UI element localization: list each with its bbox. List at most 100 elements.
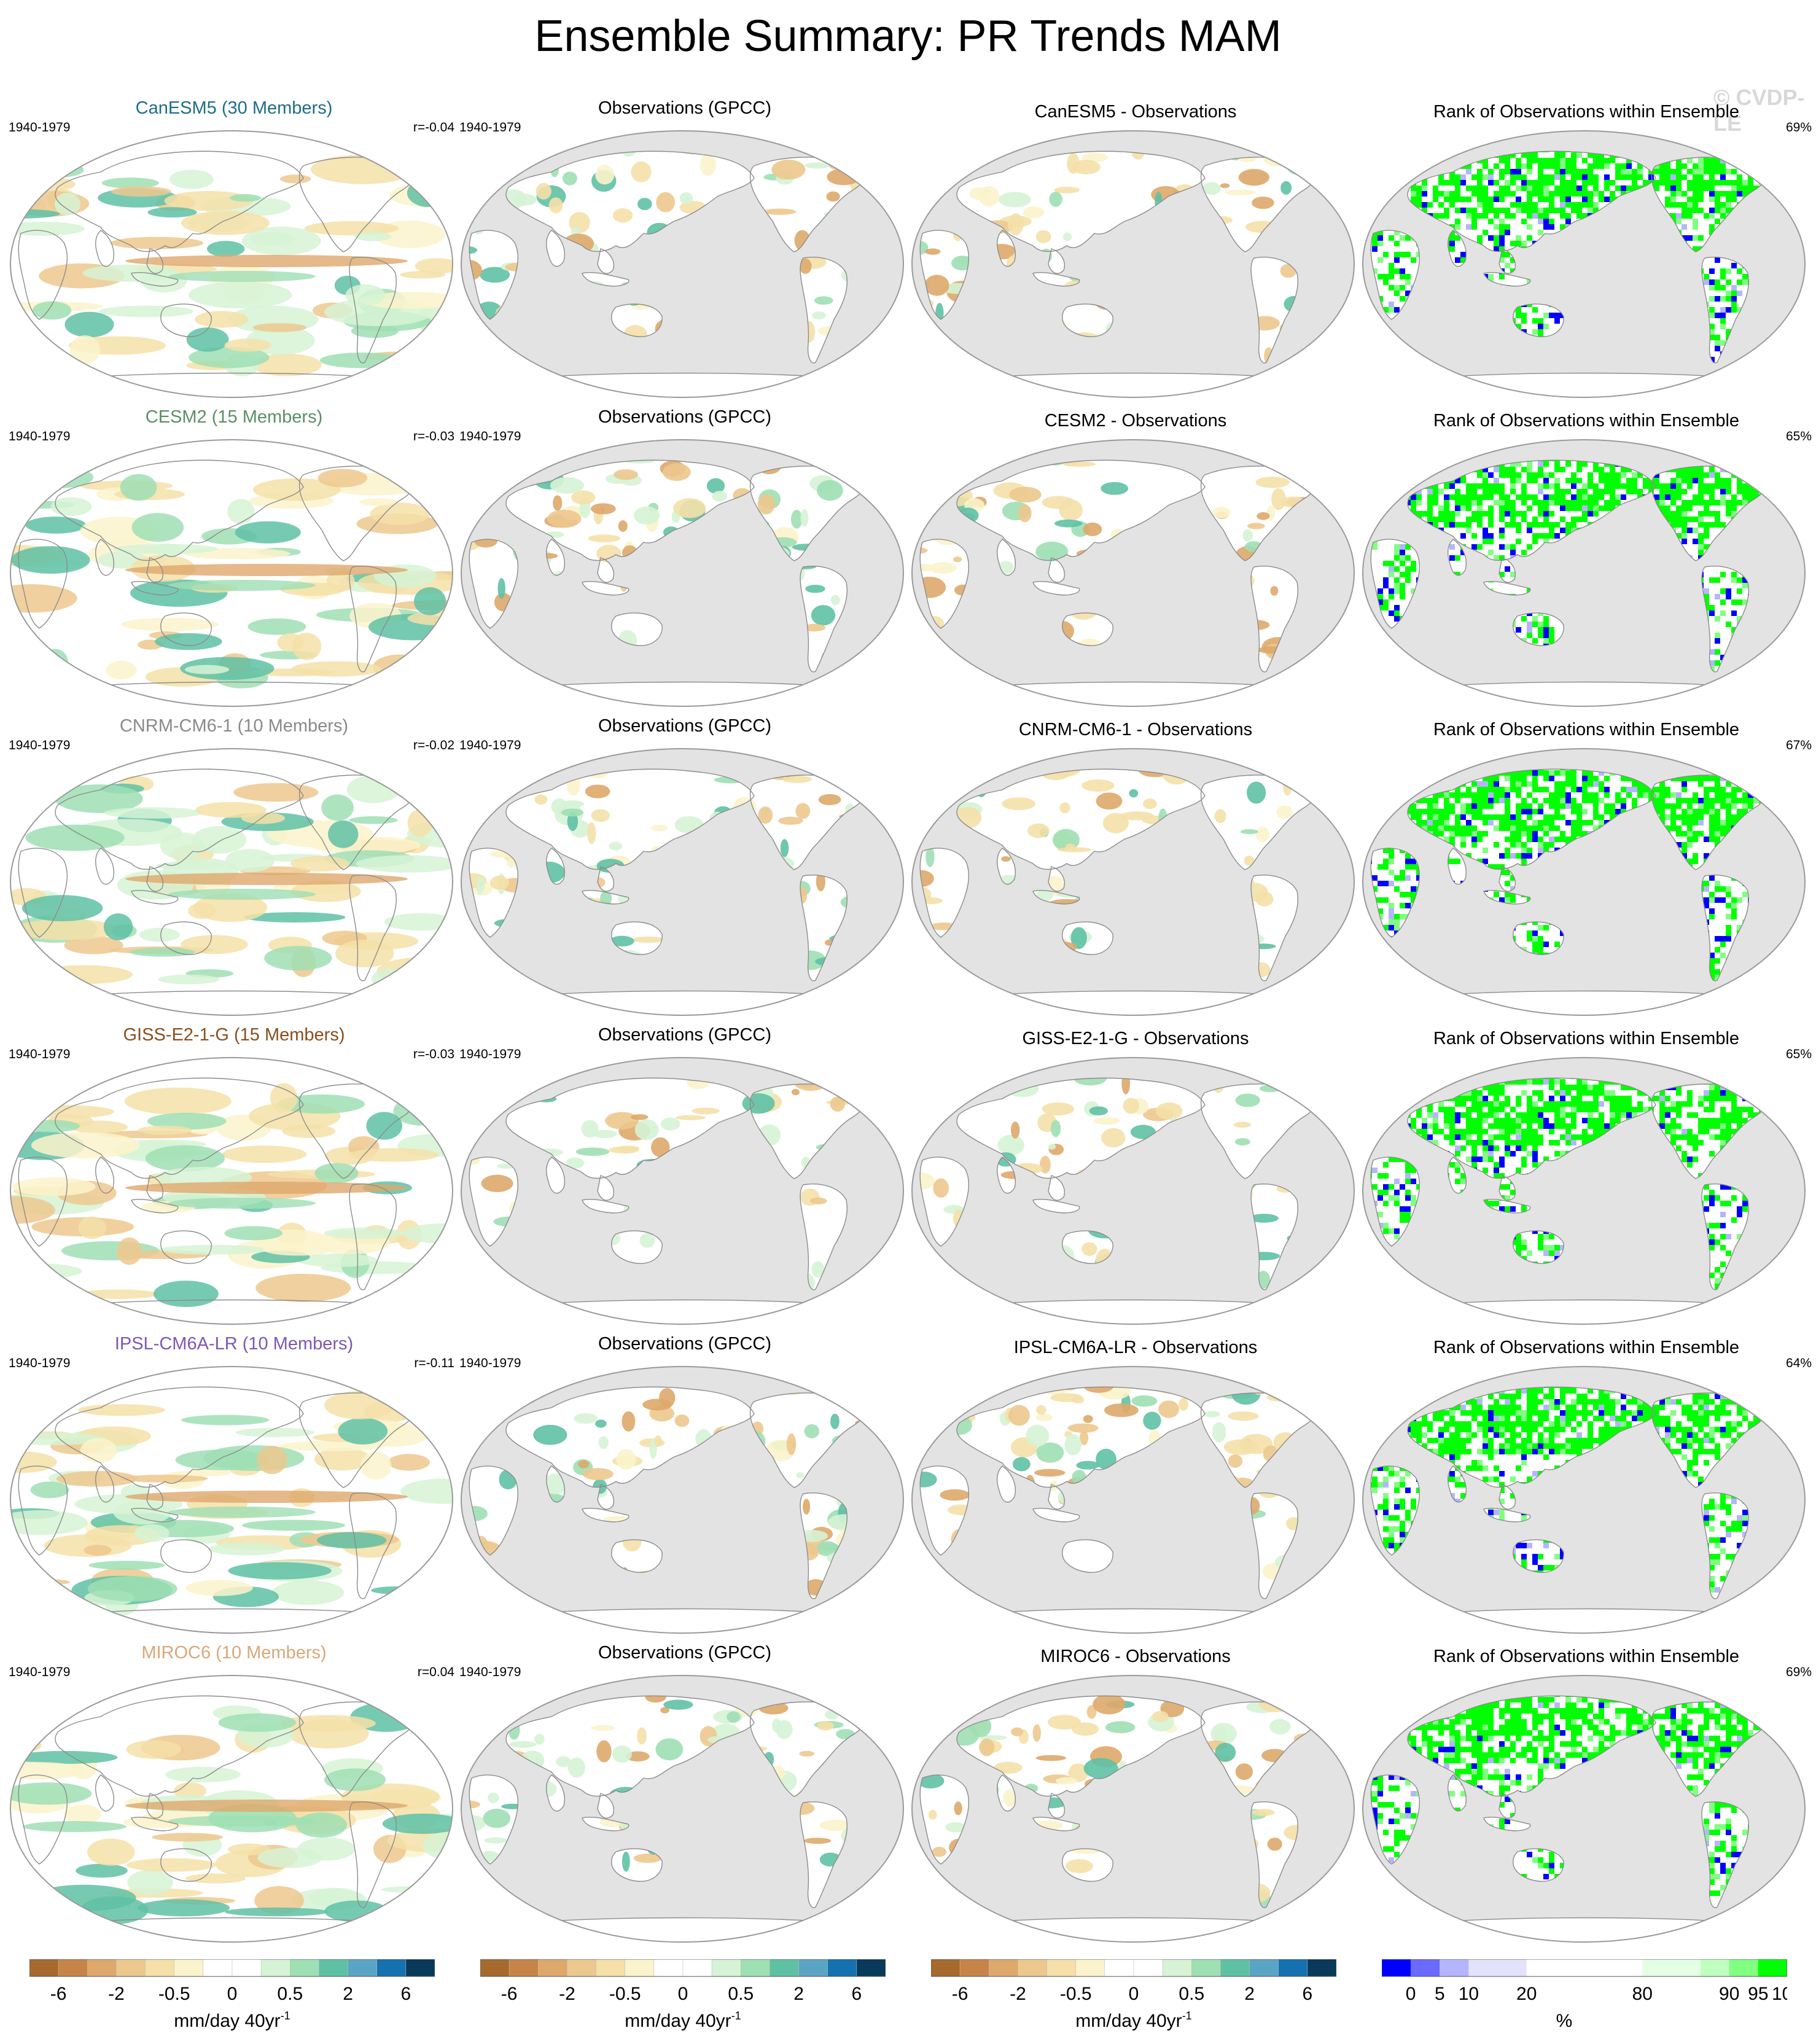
rank-cell — [1543, 478, 1549, 483]
rank-cell — [1565, 185, 1571, 191]
rank-cell — [1372, 478, 1378, 483]
trend-patch — [926, 846, 935, 867]
rank-cell — [1626, 169, 1632, 174]
rank-cell — [1549, 224, 1554, 230]
trend-patch — [473, 774, 502, 781]
rank-cell — [1394, 368, 1400, 373]
trend-blob — [139, 927, 180, 942]
coastline — [95, 539, 114, 576]
rank-cell — [1389, 478, 1394, 483]
rank-cell — [1720, 494, 1726, 500]
rank-cell — [1731, 467, 1737, 472]
rank-cell — [1427, 373, 1433, 379]
coastline — [1370, 539, 1420, 629]
rank-cell — [1521, 219, 1527, 224]
rank-cell — [1764, 472, 1769, 478]
rank-cell — [1372, 268, 1378, 274]
rank-cell — [1571, 776, 1576, 781]
rank-cell — [1742, 494, 1748, 500]
rank-cell — [1687, 528, 1693, 533]
rank-cell — [1510, 478, 1516, 483]
map-obs — [461, 748, 904, 1016]
rank-cell — [1400, 235, 1405, 241]
rank-cell — [1532, 152, 1538, 158]
coastline — [349, 257, 397, 364]
rank-cell — [1499, 517, 1505, 522]
rank-cell — [1510, 770, 1516, 776]
rank-cell — [1621, 185, 1626, 191]
rank-cell — [1543, 158, 1549, 163]
rank-cell — [1499, 169, 1505, 174]
trend-blob — [370, 502, 431, 526]
trend-patch — [1007, 213, 1024, 236]
rank-cell — [1411, 450, 1416, 456]
rank-cell — [1709, 208, 1715, 213]
rank-cell — [1659, 169, 1665, 174]
rank-cell — [1400, 152, 1405, 158]
rank-cell — [1405, 660, 1411, 666]
rank-cell — [1720, 610, 1726, 616]
rank-cell — [1416, 776, 1422, 781]
rank-cell — [1549, 633, 1554, 638]
panel-obs: Observations (GPCC) 1940-1979 — [459, 407, 910, 708]
rank-cell — [1543, 494, 1549, 500]
rank-cell — [1604, 505, 1610, 511]
rank-cell — [1554, 770, 1560, 776]
rank-cell — [1659, 174, 1665, 180]
rank-cell — [1582, 180, 1588, 185]
rank-cell — [1400, 252, 1405, 257]
rank-cell — [1400, 550, 1405, 555]
rank-cell — [1411, 461, 1416, 467]
rank-cell — [1792, 368, 1798, 373]
trend-patch — [1212, 507, 1231, 518]
rank-cell — [1460, 494, 1466, 500]
rank-cell — [1742, 141, 1748, 147]
rank-cell — [1554, 522, 1560, 528]
trend-blob — [10, 664, 60, 684]
rank-cell — [1527, 478, 1532, 483]
rank-cell — [1709, 776, 1715, 781]
rank-cell — [1593, 185, 1599, 191]
rank-cell — [1621, 467, 1626, 472]
rank-cell — [1588, 152, 1593, 158]
rank-cell — [1693, 180, 1698, 185]
rank-cell — [1665, 185, 1670, 191]
rank-cell — [1787, 191, 1792, 197]
rank-cell — [1775, 346, 1781, 351]
rank-cell — [1803, 224, 1807, 230]
trend-blob — [158, 974, 220, 985]
rank-cell — [1405, 279, 1411, 285]
rank-cell — [1775, 174, 1781, 180]
panel-title: CanESM5 (30 Members) — [135, 98, 333, 118]
rank-cell — [1576, 174, 1582, 180]
rank-cell — [1720, 460, 1726, 461]
coastline — [505, 459, 755, 561]
rank-cell — [1571, 191, 1576, 197]
rank-cell — [1527, 185, 1532, 191]
rank-cell — [1400, 158, 1405, 163]
trend-patch — [1059, 802, 1070, 814]
rank-cell — [1516, 158, 1521, 163]
rank-cell — [1361, 638, 1366, 644]
rank-cell — [1798, 147, 1803, 152]
rank-cell — [1438, 152, 1444, 158]
rank-cell — [1803, 511, 1807, 517]
rank-cell — [1516, 208, 1521, 213]
rank-cell — [1488, 776, 1494, 781]
rank-cell — [1422, 472, 1427, 478]
rank-cell — [1726, 279, 1731, 285]
rank-cell — [1704, 274, 1709, 279]
rank-cell — [1510, 472, 1516, 478]
rank-cell — [1383, 180, 1389, 185]
rank-cell — [1521, 511, 1527, 517]
rank-cell — [1792, 638, 1798, 644]
rank-cell — [1715, 163, 1720, 169]
rank-cell — [1798, 340, 1803, 346]
rank-cell — [1532, 158, 1538, 163]
rank-cell — [1792, 522, 1798, 528]
rank-cell — [1582, 158, 1588, 163]
rank-cell — [1693, 500, 1698, 505]
rank-cell — [1543, 776, 1549, 781]
rank-cell — [1549, 191, 1554, 197]
rank-cell — [1682, 202, 1687, 208]
